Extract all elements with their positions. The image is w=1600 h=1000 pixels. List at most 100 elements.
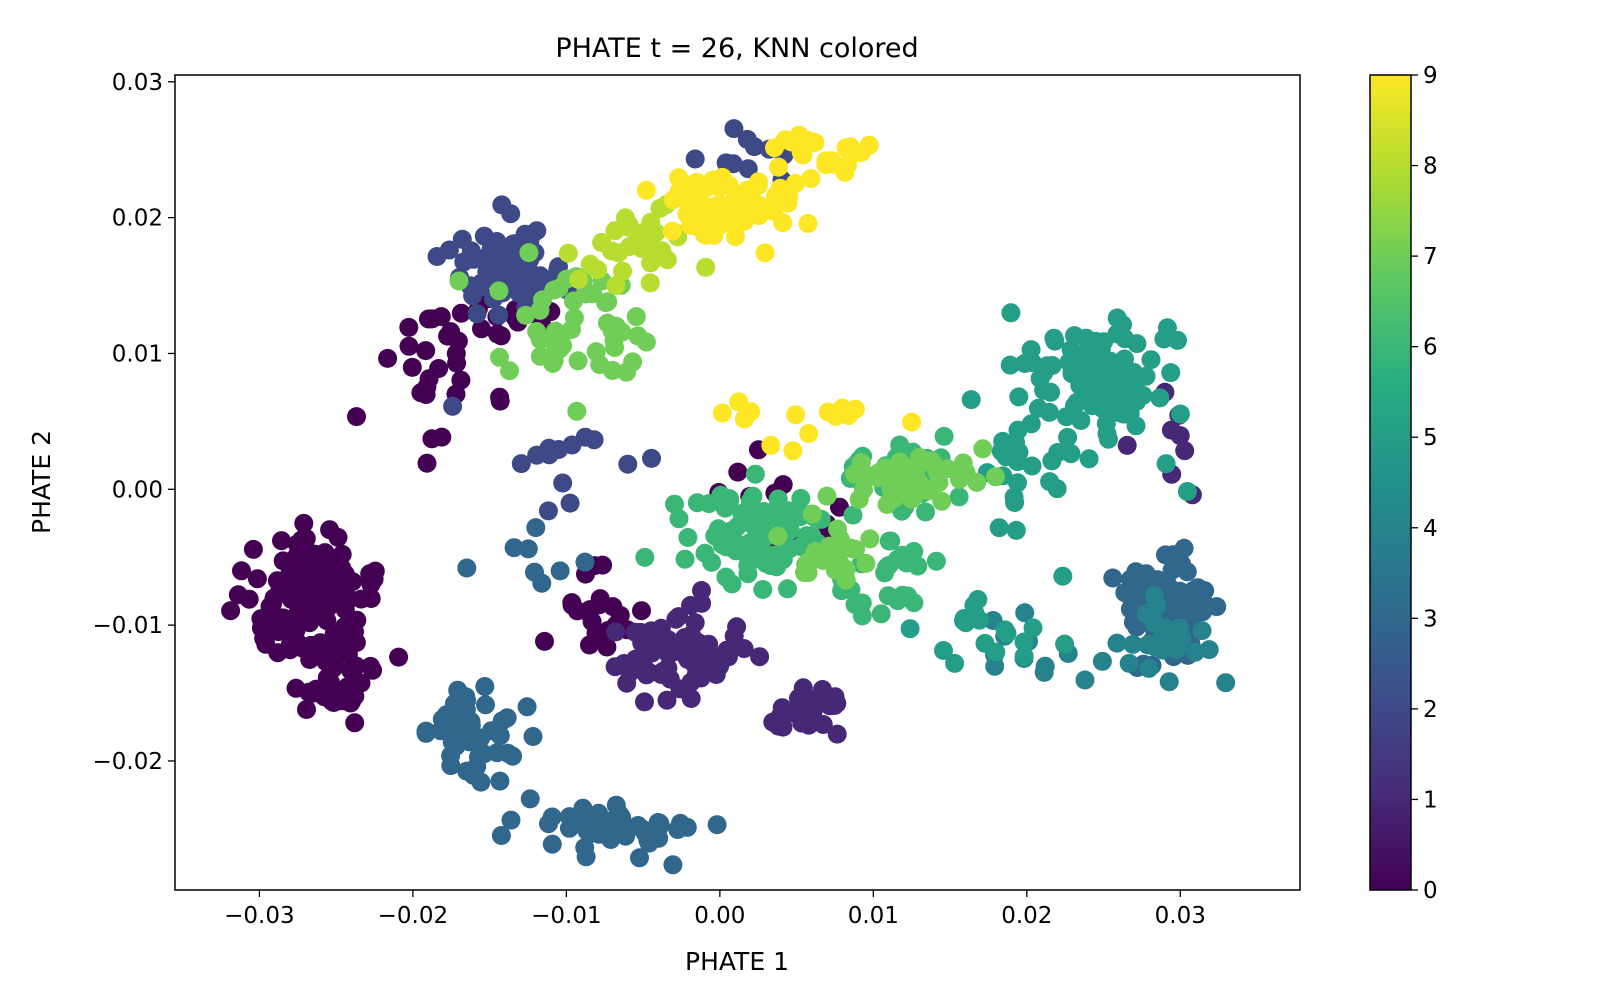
- y-axis-ticks: −0.02 −0.01 0.00 0.01 0.02 0.03: [93, 70, 175, 775]
- scatter-point: [558, 243, 578, 263]
- scatter-point: [626, 307, 646, 327]
- scatter-point: [871, 604, 891, 624]
- scatter-point: [1071, 411, 1091, 430]
- scatter-point: [663, 855, 683, 875]
- scatter-point: [488, 324, 507, 344]
- scatter-point: [825, 687, 845, 707]
- scatter-point: [378, 348, 398, 368]
- scatter-point: [602, 321, 622, 340]
- colorbar-tick-label: 0: [1423, 878, 1438, 904]
- scatter-point: [490, 347, 509, 367]
- scatter-point: [791, 489, 811, 508]
- scatter-point: [632, 819, 652, 839]
- scatter-point: [511, 454, 531, 474]
- scatter-point: [657, 690, 677, 710]
- scatter-point: [489, 281, 509, 301]
- scatter-point: [575, 427, 595, 447]
- scatter-point: [824, 154, 844, 174]
- scatter-point: [879, 556, 899, 575]
- scatter-point: [748, 172, 768, 192]
- scatter-point: [467, 304, 487, 324]
- scatter-point: [645, 632, 665, 652]
- scatter-point: [402, 357, 422, 377]
- scatter-point: [761, 435, 781, 455]
- scatter-point: [675, 549, 695, 569]
- scatter-point: [602, 241, 622, 261]
- scatter-point: [1047, 479, 1067, 499]
- y-axis-label: PHATE 2: [27, 430, 56, 534]
- scatter-point: [495, 250, 515, 270]
- scatter-point: [1120, 569, 1140, 589]
- scatter-point: [489, 305, 509, 325]
- scatter-point: [851, 143, 871, 162]
- scatter-point: [1015, 603, 1035, 623]
- scatter-point: [890, 452, 910, 472]
- y-tick-label: 0.02: [112, 206, 163, 232]
- colorbar-tick-label: 3: [1423, 606, 1438, 632]
- x-tick-label: −0.01: [531, 903, 601, 929]
- scatter-point: [716, 567, 736, 587]
- scatter-point: [517, 697, 537, 717]
- scatter-point: [708, 519, 728, 539]
- scatter-point: [617, 673, 637, 693]
- scatter-point: [1174, 538, 1194, 558]
- scatter-point: [796, 555, 816, 574]
- scatter-point: [769, 157, 788, 177]
- scatter-point: [553, 473, 573, 493]
- scatter-point: [560, 493, 580, 513]
- scatter-point: [854, 480, 873, 499]
- scatter-point: [750, 647, 770, 667]
- scatter-point: [640, 273, 660, 293]
- scatter-point: [801, 169, 821, 188]
- scatter-point: [1156, 454, 1176, 474]
- scatter-point: [243, 539, 263, 559]
- scatter-point: [817, 486, 837, 506]
- scatter-point: [1074, 366, 1094, 386]
- scatter-point: [662, 221, 682, 241]
- scatter-point: [803, 701, 823, 721]
- scatter-point: [296, 529, 316, 548]
- scatter-point: [569, 269, 589, 289]
- scatter-point: [945, 653, 965, 673]
- scatter-point: [802, 504, 822, 524]
- scatter-point: [360, 564, 380, 584]
- scatter-point: [888, 591, 908, 611]
- scatter-point: [986, 467, 1005, 487]
- colorbar-tick-label: 6: [1423, 335, 1438, 361]
- scatter-point: [533, 290, 552, 310]
- scatter-point: [1055, 634, 1075, 654]
- scatter-point: [989, 518, 1009, 538]
- scatter-point: [1058, 427, 1078, 447]
- scatter-point: [1161, 420, 1181, 440]
- scatter-point: [286, 678, 306, 698]
- scatter-point: [1014, 646, 1034, 666]
- scatter-point: [975, 633, 995, 653]
- scatter-point: [1061, 340, 1081, 360]
- scatter-point: [851, 453, 871, 473]
- scatter-point: [1107, 633, 1127, 653]
- scatter-point: [743, 544, 763, 564]
- y-tick-label: 0.03: [112, 70, 163, 96]
- scatter-point: [1159, 672, 1179, 692]
- scatter-point: [973, 439, 993, 459]
- scatter-point: [632, 601, 651, 621]
- scatter-point: [538, 501, 558, 521]
- scatter-point: [755, 243, 775, 263]
- y-tick-label: 0.00: [112, 477, 163, 503]
- scatter-point: [603, 597, 623, 617]
- scatter-point: [1028, 398, 1048, 418]
- scatter-point: [681, 175, 701, 195]
- scatter-point: [523, 727, 543, 746]
- scatter-point: [1082, 396, 1102, 416]
- scatter-point: [1207, 597, 1227, 617]
- scatter-point: [1030, 369, 1050, 388]
- scatter-point: [642, 448, 661, 468]
- scatter-point: [670, 813, 690, 833]
- scatter-point: [503, 746, 523, 766]
- scatter-point: [908, 556, 928, 576]
- scatter-point: [738, 159, 758, 179]
- scatter-point: [644, 249, 664, 269]
- scatter-points: [221, 119, 1236, 875]
- scatter-point: [347, 407, 366, 427]
- scatter-point: [666, 609, 686, 629]
